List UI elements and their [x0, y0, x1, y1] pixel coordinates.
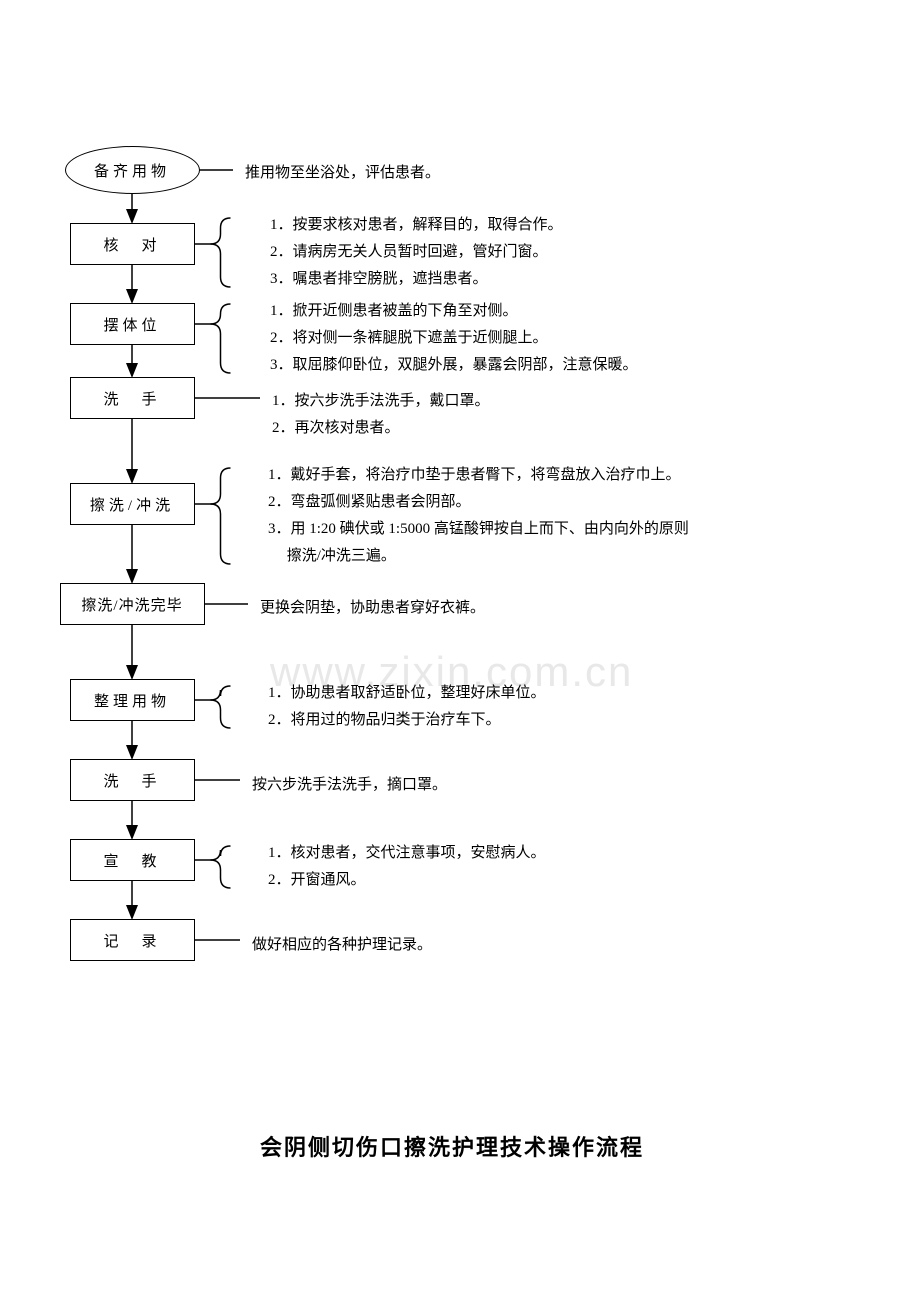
flow-node-label: 宣 教 — [103, 850, 160, 871]
flow-node-n8: 宣 教 — [70, 839, 195, 881]
annotation-line: 推用物至坐浴处，评估患者。 — [245, 160, 440, 187]
flow-node-n1: 核 对 — [70, 223, 195, 265]
annotation-n8: 1．核对患者，交代注意事项，安慰病人。2．开窗通风。 — [268, 840, 546, 894]
annotation-line: 1．协助患者取舒适卧位，整理好床单位。 — [268, 680, 546, 707]
annotation-n5: 更换会阴垫，协助患者穿好衣裤。 — [260, 595, 485, 622]
flow-node-n9: 记 录 — [70, 919, 195, 961]
flow-node-label: 擦洗/冲洗完毕 — [81, 594, 182, 615]
annotation-line: 1．掀开近侧患者被盖的下角至对侧。 — [270, 298, 638, 325]
flow-node-label: 记 录 — [103, 930, 160, 951]
annotation-n0: 推用物至坐浴处，评估患者。 — [245, 160, 440, 187]
flow-overlay — [0, 0, 920, 1302]
annotation-line: 2．弯盘弧侧紧贴患者会阴部。 — [268, 489, 689, 516]
flow-node-n0: 备齐用物 — [65, 146, 200, 194]
annotation-n7: 按六步洗手法洗手，摘口罩。 — [252, 772, 447, 799]
annotation-line: 2．将用过的物品归类于治疗车下。 — [268, 707, 546, 734]
annotation-line: 2．请病房无关人员暂时回避，管好门窗。 — [270, 239, 563, 266]
annotation-line: 更换会阴垫，协助患者穿好衣裤。 — [260, 595, 485, 622]
annotation-line: 3．取屈膝仰卧位，双腿外展，暴露会阴部，注意保暖。 — [270, 352, 638, 379]
flow-node-n3: 洗 手 — [70, 377, 195, 419]
flow-node-label: 摆体位 — [103, 314, 160, 335]
annotation-line: 1．按六步洗手法洗手，戴口罩。 — [272, 388, 490, 415]
flow-node-n2: 摆体位 — [70, 303, 195, 345]
annotation-n4: 1．戴好手套，将治疗巾垫于患者臀下，将弯盘放入治疗巾上。2．弯盘弧侧紧贴患者会阴… — [268, 462, 689, 570]
annotation-n9: 做好相应的各种护理记录。 — [252, 932, 432, 959]
flow-node-label: 洗 手 — [103, 770, 160, 791]
annotation-line: 1．核对患者，交代注意事项，安慰病人。 — [268, 840, 546, 867]
annotation-line: 2．开窗通风。 — [268, 867, 546, 894]
annotation-line: 2．将对侧一条裤腿脱下遮盖于近侧腿上。 — [270, 325, 638, 352]
annotation-n2: 1．掀开近侧患者被盖的下角至对侧。2．将对侧一条裤腿脱下遮盖于近侧腿上。3．取屈… — [270, 298, 638, 379]
annotation-line: 3．用 1:20 碘伏或 1:5000 高锰酸钾按自上而下、由内向外的原则 — [268, 516, 689, 543]
annotation-line: 按六步洗手法洗手，摘口罩。 — [252, 772, 447, 799]
annotation-n3: 1．按六步洗手法洗手，戴口罩。2．再次核对患者。 — [272, 388, 490, 442]
annotation-n6: 1．协助患者取舒适卧位，整理好床单位。2．将用过的物品归类于治疗车下。 — [268, 680, 546, 734]
annotation-line: 擦洗/冲洗三遍。 — [268, 543, 689, 570]
annotation-n1: 1．按要求核对患者，解释目的，取得合作。2．请病房无关人员暂时回避，管好门窗。3… — [270, 212, 563, 293]
page: www.zixin.com.cn 备齐用物核 对摆体位洗 手擦洗/冲洗擦洗/冲洗… — [0, 0, 920, 1302]
flow-node-label: 备齐用物 — [94, 160, 170, 181]
annotation-line: 3．嘱患者排空膀胱，遮挡患者。 — [270, 266, 563, 293]
annotation-line: 1．戴好手套，将治疗巾垫于患者臀下，将弯盘放入治疗巾上。 — [268, 462, 689, 489]
flow-node-label: 核 对 — [103, 234, 160, 255]
flow-node-n7: 洗 手 — [70, 759, 195, 801]
annotation-line: 1．按要求核对患者，解释目的，取得合作。 — [270, 212, 563, 239]
flow-node-label: 洗 手 — [103, 388, 160, 409]
page-title: 会阴侧切伤口擦洗护理技术操作流程 — [260, 1130, 644, 1162]
flow-node-label: 整理用物 — [94, 690, 170, 711]
flow-node-n6: 整理用物 — [70, 679, 195, 721]
flow-node-n4: 擦洗/冲洗 — [70, 483, 195, 525]
annotation-line: 做好相应的各种护理记录。 — [252, 932, 432, 959]
flow-node-n5: 擦洗/冲洗完毕 — [60, 583, 205, 625]
flow-node-label: 擦洗/冲洗 — [90, 494, 174, 515]
annotation-line: 2．再次核对患者。 — [272, 415, 490, 442]
